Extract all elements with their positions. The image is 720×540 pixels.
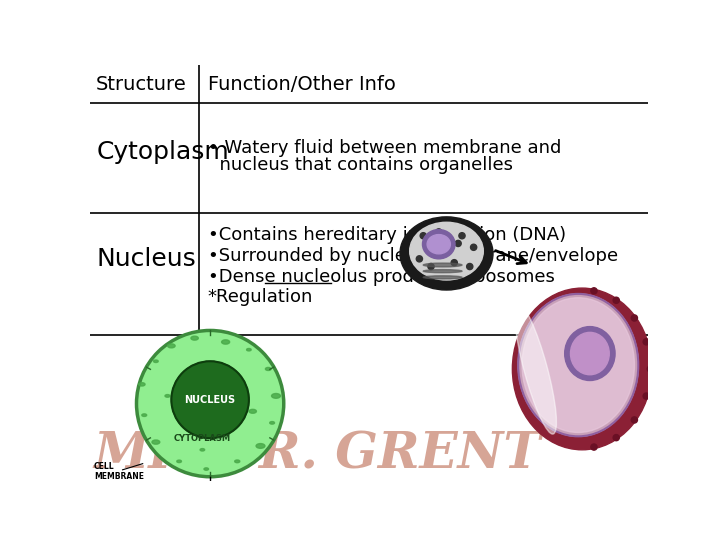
Circle shape (591, 444, 597, 450)
Ellipse shape (256, 443, 265, 448)
Ellipse shape (427, 234, 451, 254)
Ellipse shape (233, 459, 241, 463)
Circle shape (436, 229, 442, 235)
Ellipse shape (163, 394, 172, 399)
Text: •Dense nucleolus produces ribosomes: •Dense nucleolus produces ribosomes (208, 267, 554, 286)
Circle shape (439, 244, 446, 251)
Text: Cytoplasm: Cytoplasm (96, 140, 229, 164)
Circle shape (451, 260, 457, 266)
Text: MRS. R. GRENT: MRS. R. GRENT (94, 430, 541, 479)
Text: NUCLEUS: NUCLEUS (184, 395, 235, 405)
Circle shape (631, 417, 637, 423)
Ellipse shape (423, 230, 455, 259)
Text: •Surrounded by nuclear membrane/envelope: •Surrounded by nuclear membrane/envelope (208, 247, 618, 265)
Ellipse shape (522, 298, 634, 433)
Circle shape (416, 256, 423, 262)
Text: nucleus that contains organelles: nucleus that contains organelles (208, 156, 513, 173)
Ellipse shape (138, 382, 146, 387)
Text: •Contains hereditary information (DNA): •Contains hereditary information (DNA) (208, 226, 566, 244)
Ellipse shape (140, 413, 148, 417)
Circle shape (471, 244, 477, 251)
Circle shape (613, 297, 619, 303)
Ellipse shape (192, 337, 197, 340)
Circle shape (459, 233, 465, 239)
Ellipse shape (153, 441, 159, 444)
Ellipse shape (410, 222, 483, 280)
Circle shape (467, 264, 473, 269)
Ellipse shape (400, 217, 493, 290)
Ellipse shape (515, 304, 557, 434)
Circle shape (631, 315, 637, 321)
Circle shape (428, 264, 434, 269)
Ellipse shape (221, 340, 230, 345)
Circle shape (420, 233, 426, 239)
Ellipse shape (200, 449, 205, 451)
Ellipse shape (513, 288, 652, 450)
Ellipse shape (204, 468, 208, 470)
Ellipse shape (570, 333, 609, 375)
Text: Function/Other Info: Function/Other Info (208, 75, 396, 93)
Text: CYTOPLASM: CYTOPLASM (174, 434, 231, 443)
Ellipse shape (423, 269, 462, 273)
Ellipse shape (271, 394, 280, 399)
Ellipse shape (153, 360, 159, 363)
Ellipse shape (423, 276, 462, 279)
Ellipse shape (518, 294, 639, 436)
Ellipse shape (269, 421, 276, 425)
Ellipse shape (264, 367, 272, 371)
Circle shape (613, 435, 619, 441)
Ellipse shape (168, 344, 174, 348)
Circle shape (171, 361, 249, 438)
Text: Nucleus: Nucleus (96, 247, 196, 271)
Text: *Regulation: *Regulation (208, 288, 313, 306)
Text: CELL
MEMBRANE: CELL MEMBRANE (94, 462, 144, 481)
Circle shape (643, 339, 649, 345)
Ellipse shape (246, 348, 251, 351)
Ellipse shape (423, 263, 462, 267)
Ellipse shape (564, 327, 615, 381)
Circle shape (647, 366, 654, 372)
Circle shape (455, 240, 462, 247)
Circle shape (591, 288, 597, 294)
Text: Structure: Structure (96, 75, 187, 93)
Circle shape (137, 330, 284, 477)
Ellipse shape (248, 409, 257, 414)
Ellipse shape (176, 460, 183, 463)
Text: • Watery fluid between membrane and: • Watery fluid between membrane and (208, 139, 561, 157)
Circle shape (643, 393, 649, 399)
